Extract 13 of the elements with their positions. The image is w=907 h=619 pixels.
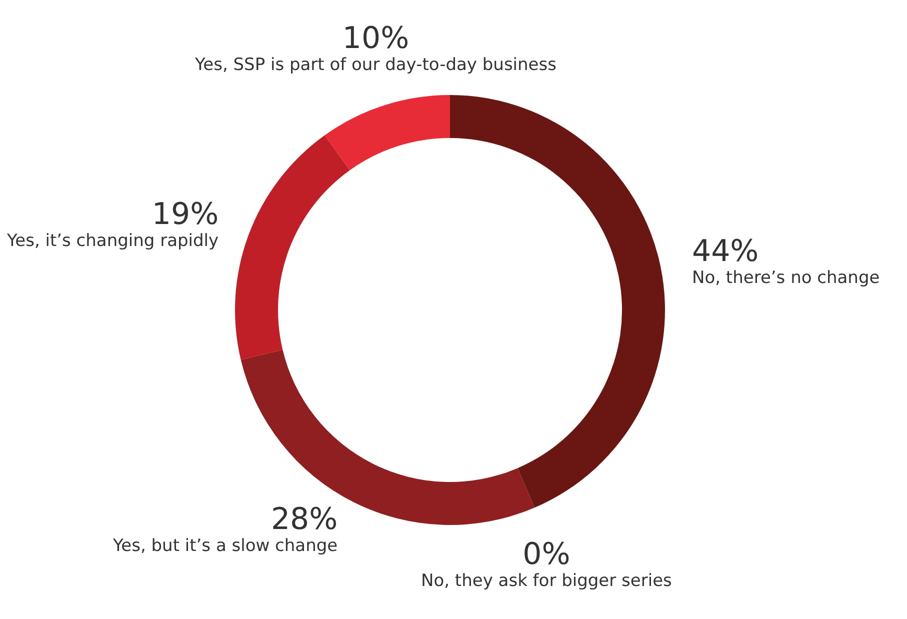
data-label: 28%: [270, 502, 338, 537]
slice-label: Yes, SSP is part of our day-to-day business: [194, 55, 557, 76]
data-label: 10%: [342, 21, 410, 56]
slice-label: Yes, it’s changing rapidly: [6, 231, 219, 252]
donut-slice: [324, 95, 450, 170]
donut-slice: [450, 95, 665, 508]
text: 0%: [522, 537, 570, 572]
donut-slice: [235, 135, 350, 360]
data-label: 19%: [152, 197, 219, 232]
data-label: 44%: [692, 234, 759, 269]
slice-label: Yes, but it’s a slow change: [112, 536, 338, 556]
slice-label: No, there’s no change: [692, 268, 880, 288]
category-label: No, they ask for bigger series: [421, 571, 672, 592]
